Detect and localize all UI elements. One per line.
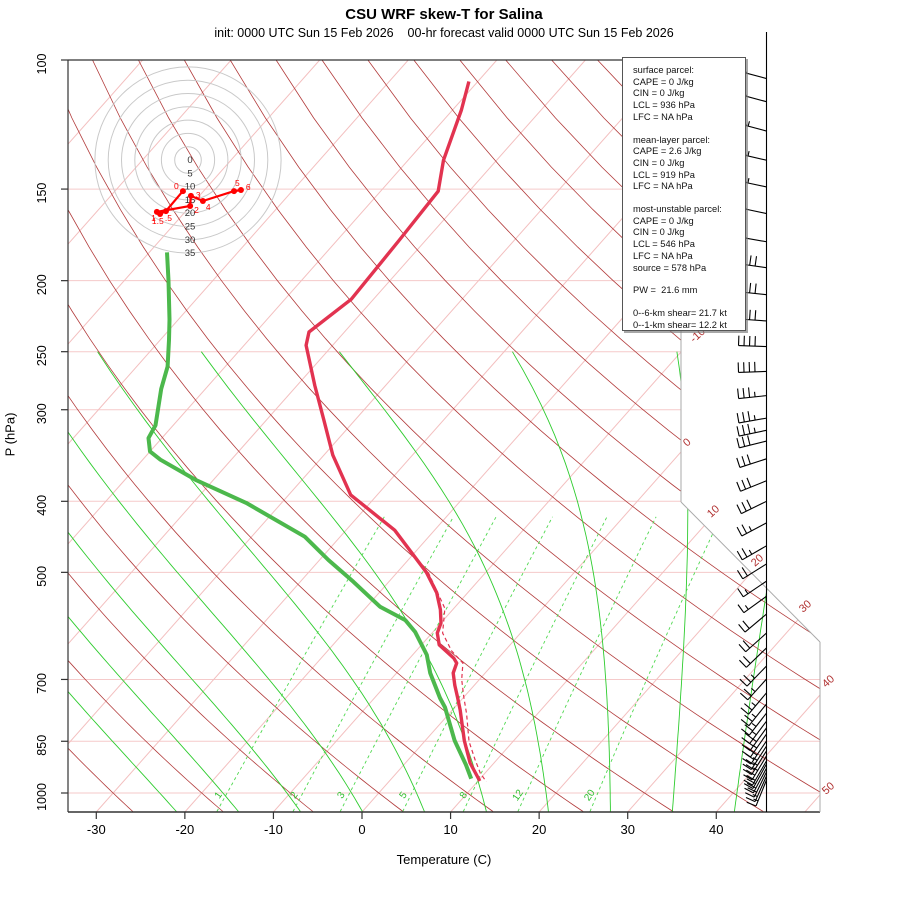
svg-text:20: 20 bbox=[582, 787, 598, 803]
info-pw: PW = 21.6 mm bbox=[633, 285, 698, 296]
pressure-tick-label: 700 bbox=[35, 673, 49, 694]
hodograph-height-label: 0 bbox=[174, 181, 179, 191]
parcel-info-box: surface parcel: CAPE = 0 J/kg CIN = 0 J/… bbox=[622, 57, 746, 331]
temperature-tick-label: 40 bbox=[709, 822, 723, 837]
pressure-tick-label: 200 bbox=[35, 274, 49, 295]
dewpoint-curve bbox=[146, 252, 474, 780]
hodograph-ring-label: 20 bbox=[185, 208, 196, 219]
pressure-tick-label: 1000 bbox=[35, 783, 49, 811]
temperature-tick-label: -20 bbox=[175, 822, 194, 837]
info-line: CAPE = 0 J/kg bbox=[633, 215, 694, 226]
temperature-tick-label: 30 bbox=[620, 822, 634, 837]
svg-text:0: 0 bbox=[681, 436, 694, 449]
hodograph-height-label: 1 bbox=[151, 213, 156, 223]
info-line: LCL = 546 hPa bbox=[633, 239, 695, 250]
info-line: LFC = NA hPa bbox=[633, 111, 693, 122]
svg-text:8: 8 bbox=[458, 790, 470, 801]
hodograph-ring-label: 25 bbox=[185, 222, 196, 233]
info-section-title: most-unstable parcel: bbox=[633, 204, 722, 215]
svg-text:1: 1 bbox=[213, 790, 225, 801]
hodograph-ring-label: 0 bbox=[187, 155, 192, 166]
info-section-title: surface parcel: bbox=[633, 65, 694, 75]
y-axis-label: P (hPa) bbox=[2, 412, 18, 457]
plot-area bbox=[68, 60, 820, 812]
info-line: CAPE = 0 J/kg bbox=[633, 76, 694, 87]
info-line: LCL = 936 hPa bbox=[633, 100, 695, 111]
temperature-tick-label: 0 bbox=[358, 822, 365, 837]
page-subtitle: init: 0000 UTC Sun 15 Feb 2026 00-hr for… bbox=[214, 26, 674, 40]
hodograph-height-label: 3 bbox=[196, 190, 201, 200]
temperature-tick-label: 10 bbox=[443, 822, 457, 837]
svg-text:5: 5 bbox=[398, 790, 410, 801]
page-title: CSU WRF skew-T for Salina bbox=[345, 6, 543, 23]
info-line: CIN = 0 J/kg bbox=[633, 157, 685, 168]
temperature-tick-label: -30 bbox=[87, 822, 106, 837]
isotherm-lines bbox=[68, 60, 820, 812]
isobar-lines bbox=[68, 60, 820, 794]
pressure-tick-label: 250 bbox=[35, 345, 49, 366]
hodograph-ring-label: 5 bbox=[187, 168, 192, 179]
temperature-curve bbox=[304, 81, 482, 782]
hodograph-ring-label: 35 bbox=[185, 248, 196, 259]
info-line: CIN = 0 J/kg bbox=[633, 88, 685, 99]
svg-text:10: 10 bbox=[705, 503, 722, 520]
temperature-tick-label: 20 bbox=[532, 822, 546, 837]
dry-adiabat-lines bbox=[68, 60, 820, 812]
svg-text:30: 30 bbox=[797, 598, 814, 615]
x-axis-label: Temperature (C) bbox=[396, 852, 492, 867]
svg-text:2: 2 bbox=[288, 790, 300, 801]
pressure-tick-label: 400 bbox=[35, 495, 49, 516]
pressure-tick-label: 850 bbox=[35, 735, 49, 756]
info-line: CAPE = 2.6 J/kg bbox=[633, 146, 702, 157]
svg-text:3: 3 bbox=[335, 790, 347, 801]
hodograph-ring-label: 10 bbox=[185, 182, 196, 193]
hodograph-height-label: 1.5 bbox=[152, 216, 164, 226]
hodograph-height-label: 2 bbox=[194, 205, 199, 215]
info-line: CIN = 0 J/kg bbox=[633, 227, 685, 238]
parcel-trace-curve bbox=[427, 572, 487, 783]
mixing-ratio-labels: 1 2 3 5 8 12 20 bbox=[213, 787, 598, 803]
pressure-tick-label: 300 bbox=[35, 403, 49, 424]
hodograph-ring-label: 30 bbox=[185, 235, 196, 246]
hodograph-height-label: .5 bbox=[165, 213, 172, 223]
pressure-tick-label: 100 bbox=[35, 54, 49, 75]
temperature-tick-label: -10 bbox=[264, 822, 283, 837]
svg-text:40: 40 bbox=[820, 673, 837, 690]
hodograph-height-label: 4 bbox=[206, 202, 211, 212]
hodograph-height-label: 6 bbox=[246, 182, 251, 192]
svg-text:12: 12 bbox=[511, 787, 527, 803]
pressure-tick-label: 150 bbox=[35, 183, 49, 204]
info-line: LFC = NA hPa bbox=[633, 250, 693, 261]
info-line: source = 578 hPa bbox=[633, 262, 707, 273]
info-line: LCL = 919 hPa bbox=[633, 169, 695, 180]
info-shear-6km: 0--6-km shear= 21.7 kt bbox=[633, 307, 727, 318]
hodograph-height-label: 5 bbox=[235, 178, 240, 188]
info-shear-1km: 0--1-km shear= 12.2 kt bbox=[633, 319, 727, 330]
info-line: LFC = NA hPa bbox=[633, 181, 693, 192]
svg-text:50: 50 bbox=[820, 780, 837, 797]
pressure-tick-label: 500 bbox=[35, 566, 49, 587]
info-section-title: mean-layer parcel: bbox=[633, 134, 710, 145]
